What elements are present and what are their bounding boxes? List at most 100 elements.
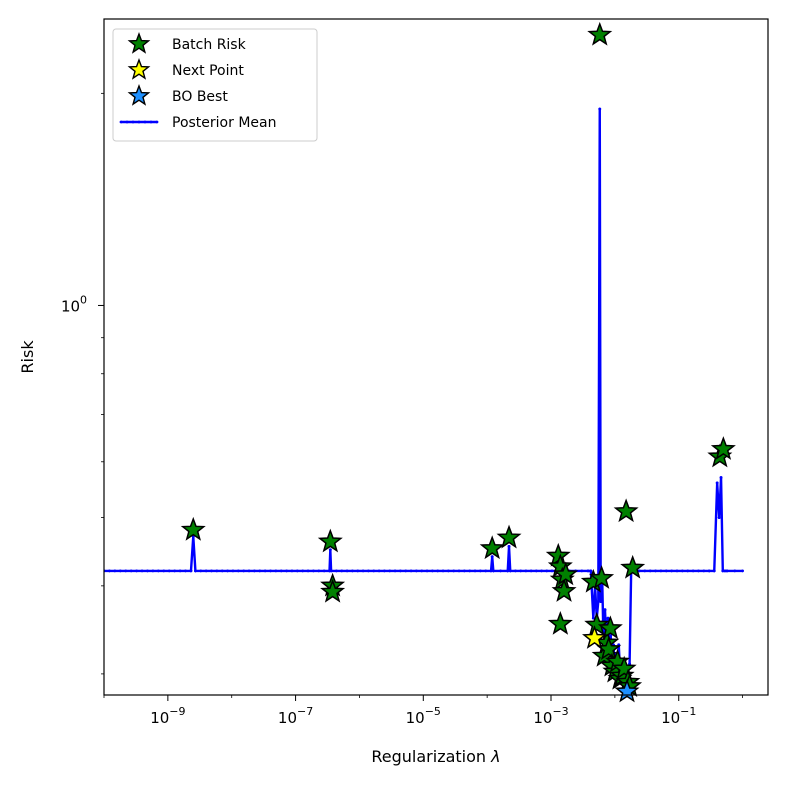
posterior-mean-point <box>686 569 690 573</box>
posterior-mean-point <box>124 569 128 573</box>
posterior-mean-point <box>741 569 744 573</box>
posterior-mean-point <box>285 569 288 573</box>
posterior-mean-point <box>591 616 595 620</box>
x-tick-label: 10−7 <box>278 705 313 727</box>
posterior-mean-point <box>589 569 593 573</box>
posterior-mean-point <box>415 569 418 573</box>
posterior-mean-point <box>178 569 182 573</box>
posterior-mean-point <box>210 569 213 573</box>
posterior-mean-point <box>340 569 344 573</box>
posterior-mean-point <box>356 569 360 573</box>
batch-risk-star <box>710 436 736 460</box>
posterior-mean-point <box>404 569 408 573</box>
legend-star-icon <box>127 32 151 54</box>
x-tick-label: 10−3 <box>533 705 568 727</box>
legend: Batch Risk Next Point BO Best Posterior Mea… <box>112 28 318 142</box>
posterior-mean-point <box>231 569 235 573</box>
legend-line-dot <box>155 120 159 124</box>
posterior-mean-point <box>129 569 133 573</box>
posterior-mean-point <box>691 569 695 573</box>
posterior-mean-point <box>598 107 602 111</box>
posterior-mean-point <box>269 569 272 573</box>
posterior-mean-point <box>199 569 203 573</box>
posterior-mean-point <box>648 569 652 573</box>
batch-risk-star <box>547 610 573 635</box>
posterior-mean-point <box>675 569 679 573</box>
posterior-mean-point <box>328 548 332 552</box>
posterior-mean-point <box>146 569 149 573</box>
posterior-mean-point <box>638 569 641 573</box>
posterior-mean-point <box>452 569 456 573</box>
posterior-mean-point <box>425 569 429 573</box>
x-tick-label: 10−9 <box>150 705 185 727</box>
next-point-star <box>582 625 608 649</box>
x-axis-label: Regularization λ <box>371 747 500 766</box>
posterior-mean-point <box>189 569 193 573</box>
posterior-mean-point <box>508 569 512 573</box>
posterior-mean-point <box>462 569 466 573</box>
x-tick-label: 10−5 <box>406 705 441 727</box>
posterior-mean-point <box>712 569 716 573</box>
posterior-mean-point <box>441 569 445 573</box>
y-axis-label: Risk <box>18 340 37 374</box>
posterior-mean-point <box>247 569 251 573</box>
posterior-mean-point <box>361 569 365 573</box>
legend-star-icon <box>127 84 151 106</box>
posterior-mean-point <box>306 569 310 573</box>
legend-label: Next Point <box>172 63 244 79</box>
posterior-mean-point <box>643 569 647 573</box>
posterior-mean-point <box>399 569 402 573</box>
posterior-mean-point <box>478 569 482 573</box>
batch-risk-star <box>597 615 623 640</box>
posterior-mean-point <box>173 569 177 573</box>
posterior-mean-point <box>335 569 338 573</box>
posterior-mean-point <box>545 569 549 573</box>
posterior-mean-point <box>659 569 663 573</box>
posterior-mean-point <box>372 569 376 573</box>
posterior-mean-point <box>733 569 737 573</box>
batch-risk-star <box>611 655 637 680</box>
x-tick-label: 10−1 <box>661 705 696 727</box>
posterior-mean-point <box>606 616 610 620</box>
posterior-mean-point <box>279 569 283 573</box>
posterior-mean-point <box>596 600 600 603</box>
posterior-mean-point <box>457 569 461 573</box>
posterior-mean-point <box>242 569 246 573</box>
posterior-mean-point <box>697 569 700 573</box>
posterior-mean-point <box>484 569 488 573</box>
batch-risk-star <box>553 561 579 586</box>
posterior-mean-point <box>473 569 477 573</box>
posterior-mean-point <box>723 569 727 573</box>
posterior-mean-point <box>351 569 354 573</box>
posterior-mean-point <box>162 569 166 573</box>
posterior-mean-point <box>108 569 111 573</box>
posterior-mean-point <box>603 608 607 612</box>
posterior-mean-point <box>524 569 528 573</box>
posterior-mean-point <box>236 569 240 573</box>
posterior-mean-point <box>409 569 413 573</box>
posterior-mean-point <box>151 569 155 573</box>
posterior-mean-point <box>215 569 219 573</box>
posterior-mean-point <box>140 569 144 573</box>
legend-label: Posterior Mean <box>172 115 276 131</box>
posterior-mean-point <box>113 569 117 573</box>
posterior-mean-point <box>609 634 613 637</box>
posterior-mean-point <box>184 569 187 573</box>
posterior-mean-point <box>345 569 349 573</box>
bo-best-star <box>614 678 640 703</box>
posterior-mean-point <box>707 569 711 573</box>
posterior-mean-point <box>258 569 262 573</box>
posterior-mean-point <box>491 569 495 573</box>
posterior-mean-point <box>295 569 299 573</box>
posterior-mean-point <box>715 481 719 485</box>
posterior-mean-point <box>499 569 502 573</box>
posterior-mean-point <box>329 569 333 573</box>
posterior-mean-point <box>135 569 139 573</box>
posterior-mean-point <box>519 569 523 573</box>
posterior-mean-point <box>654 569 657 573</box>
legend-line-dot <box>119 120 123 124</box>
legend-line-dot <box>125 120 129 124</box>
posterior-mean-point <box>263 569 267 573</box>
legend-line-dot <box>131 120 135 124</box>
